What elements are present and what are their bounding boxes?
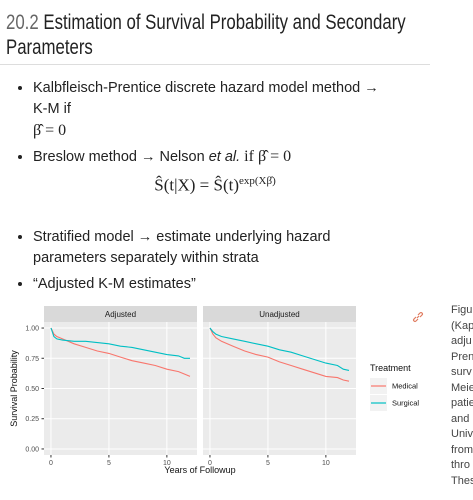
survival-line <box>209 327 350 382</box>
caption-line: Figu <box>451 304 473 316</box>
panel-title: Adjusted <box>105 310 136 319</box>
y-tick-label: 1.00 <box>25 326 39 333</box>
bullet: “Adjusted K-M estimates” <box>33 274 393 295</box>
survival-line <box>50 327 191 377</box>
bullet-text: Kalbfleisch-Prentice discrete hazard mod… <box>33 80 379 117</box>
caption-line: thro <box>451 459 470 471</box>
math: if β̂ = 0 <box>244 148 292 165</box>
caption-line: surv <box>451 366 472 378</box>
section-heading: 20.2 Estimation of Survival Probability … <box>6 10 422 60</box>
math: β̂ = 0 <box>33 122 67 139</box>
x-axis-title: Years of Followup <box>164 465 235 475</box>
panel-strip <box>203 306 356 322</box>
divider <box>0 64 430 65</box>
section-number: 20.2 <box>6 11 39 34</box>
caption-line: Pren <box>451 350 473 363</box>
y-axis-title: Survival Probability <box>9 350 19 427</box>
caption-line: and <box>451 412 470 425</box>
figure-caption: Figu (Kap adju Pren surv Meie patie and Univ from… <box>451 303 473 489</box>
caption-line: (Kap <box>451 319 473 332</box>
y-tick-label: 0.50 <box>25 386 39 393</box>
y-tick-label: 0.25 <box>25 416 39 423</box>
panel-title: Unadjusted <box>259 310 299 319</box>
bullet-text: Breslow method → Nelson <box>33 149 205 165</box>
bullet-list: Kalbfleisch-Prentice discrete hazard mod… <box>0 78 393 173</box>
x-tick-label: 5 <box>107 460 111 467</box>
caption-line: Meie <box>451 381 473 394</box>
formula-exponent: exp(Xβ̂) <box>239 175 276 187</box>
caption-line: Univ <box>451 428 473 440</box>
panel-strip <box>44 306 197 322</box>
link-icon[interactable] <box>412 311 424 323</box>
x-tick-label: 0 <box>208 460 212 467</box>
y-tick-label: 0.00 <box>25 446 39 453</box>
legend-label: Medical <box>392 382 418 391</box>
survival-line <box>50 327 190 359</box>
bullet: Kalbfleisch-Prentice discrete hazard mod… <box>33 78 393 141</box>
chart: Adjusted 0.00 0.25 0.50 0.75 1.00 0 5 10 Unadjust… <box>9 306 419 475</box>
legend-title: Treatment <box>370 363 411 373</box>
legend-label: Surgical <box>392 399 419 408</box>
display-formula: Ŝ(t|X) = Ŝ(t)exp(Xβ̂) <box>0 175 430 196</box>
x-tick-label: 0 <box>49 460 53 467</box>
x-tick-label: 10 <box>322 460 330 467</box>
bullet-list: Stratified model → estimate underlying h… <box>0 227 393 300</box>
survival-line <box>209 327 350 371</box>
x-tick-label: 5 <box>266 460 270 467</box>
bullet: Breslow method → Nelson et al. if β̂ = 0 <box>33 146 393 168</box>
caption-line: adju <box>451 335 472 347</box>
caption-line: from <box>451 443 473 456</box>
bullet: Stratified model → estimate underlying h… <box>33 227 393 269</box>
y-tick-label: 0.75 <box>25 356 39 363</box>
bullet-emphasis: et al. <box>208 149 241 165</box>
section-title: Estimation of Survival Probability and S… <box>6 11 406 59</box>
caption-line: Thes <box>451 474 473 487</box>
caption-line: patie <box>451 397 473 409</box>
formula-main: Ŝ(t|X) = Ŝ(t) <box>154 175 240 195</box>
x-tick-label: 10 <box>163 460 171 467</box>
